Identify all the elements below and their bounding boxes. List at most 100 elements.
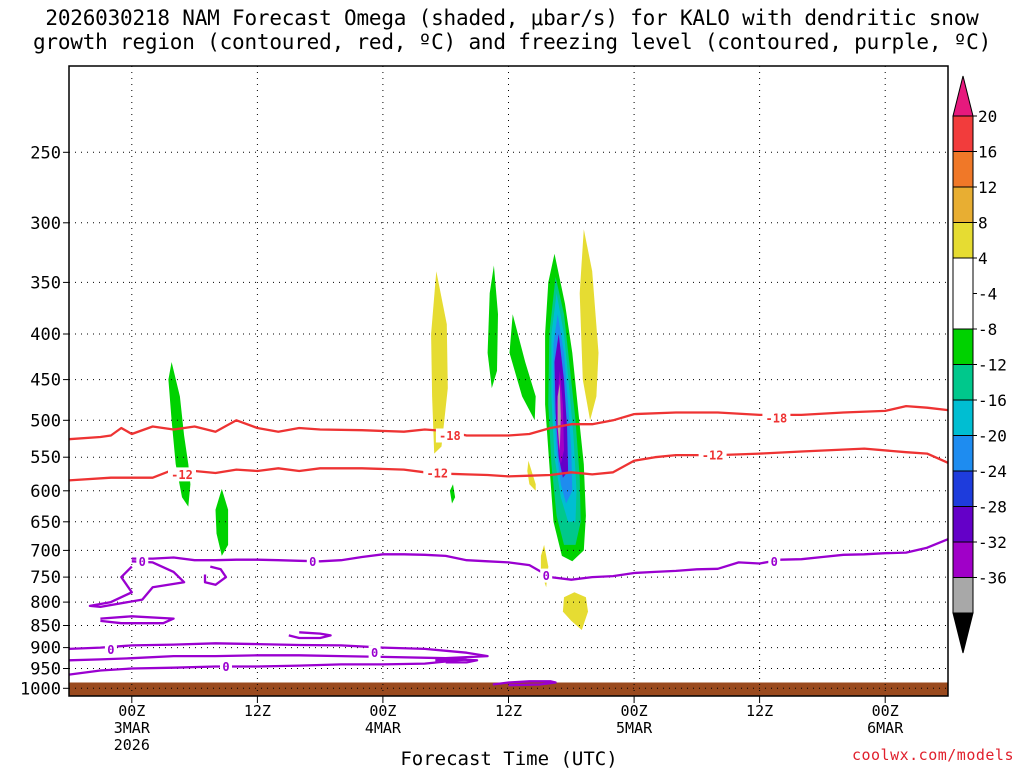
colorbar-segment: [952, 470, 974, 507]
x-tick-label: 6MAR: [867, 719, 904, 737]
colorbar-segment: [952, 506, 974, 543]
contours: [68, 404, 949, 687]
x-tick-label: 00Z: [872, 702, 899, 720]
colorbar: 20 16 12 8 4 -4 -8 -12 -16 -20 -24 -28 -32 -36: [952, 75, 1007, 654]
y-tick-label: 550: [30, 448, 61, 468]
freezing-level-label: 0: [107, 643, 114, 657]
colorbar-label: -24: [978, 462, 1007, 481]
y-tick-label: 700: [30, 541, 61, 561]
colorbar-bottom-arrow: [952, 612, 974, 654]
omega-area: [168, 362, 191, 507]
colorbar-segment: [952, 364, 974, 401]
y-tick-label: 750: [30, 568, 61, 588]
colorbar-label: -4: [978, 285, 997, 304]
freezing-level-label-bg: [768, 554, 781, 569]
freezing-level-label: 0: [371, 646, 378, 660]
y-tick-label: 800: [30, 593, 61, 613]
x-tick-label: 2026: [114, 736, 150, 754]
isotherm-label: -18: [439, 429, 461, 443]
omega-area: [431, 271, 448, 454]
y-tick-label: 600: [30, 482, 61, 502]
colorbar-segment: [952, 399, 974, 436]
x-tick-label: 00Z: [369, 702, 396, 720]
freezing-level-line: [88, 560, 186, 609]
terrain: [69, 682, 948, 696]
colorbar-segment: [952, 151, 974, 188]
terrain-fill: [69, 682, 948, 696]
x-axis-title: Forecast Time (UTC): [400, 748, 617, 768]
omega-area: [509, 314, 536, 421]
freezing-level-label: 0: [543, 569, 550, 583]
freezing-level-label-bg: [220, 659, 232, 674]
colorbar-segment: [952, 541, 974, 578]
freezing-level-label-bg: [104, 642, 117, 657]
x-tick-label: 12Z: [244, 702, 271, 720]
freezing-level-label: 0: [309, 555, 316, 569]
omega-area: [215, 488, 229, 556]
y-tick-label: 650: [30, 513, 61, 533]
x-tick-label: 3MAR: [114, 719, 151, 737]
y-tick-label: 1000: [20, 679, 61, 699]
omega-area: [487, 265, 498, 389]
isotherm-label: -12: [702, 449, 724, 463]
omega-shading: [168, 229, 599, 630]
colorbar-label: -36: [978, 569, 1007, 588]
freezing-level-label-bg: [540, 568, 553, 583]
freezing-level-label-bg: [368, 645, 381, 660]
freezing-level-line: [68, 658, 467, 676]
freezing-level-line: [435, 658, 479, 664]
y-tick-label: 250: [30, 143, 61, 163]
isotherm-label-bg: [168, 467, 196, 482]
colorbar-label: -12: [978, 356, 1007, 375]
freezing-level-label: 0: [222, 660, 229, 674]
freezing-level-label-bg: [306, 554, 319, 569]
y-tick-label: 350: [30, 273, 61, 293]
freezing-level-label: 0: [139, 555, 146, 569]
isotherm-line: [68, 404, 949, 441]
colorbar-segment: [952, 435, 974, 472]
gridlines: [69, 66, 948, 696]
colorbar-label: 12: [978, 178, 997, 197]
freezing-level-line: [100, 615, 175, 625]
colorbar-segment: [952, 577, 974, 614]
colorbar-segment: [952, 186, 974, 223]
colorbar-top-arrow: [952, 75, 974, 117]
y-tick-label: 950: [30, 660, 61, 680]
x-tick-label: 00Z: [621, 702, 648, 720]
colorbar-segment: [952, 257, 974, 330]
y-tick-label: 500: [30, 411, 61, 431]
isotherm-line: [68, 447, 949, 482]
colorbar-label: 4: [978, 249, 988, 268]
freezing-level-line: [288, 631, 332, 640]
freezing-level-line: [68, 642, 489, 662]
colorbar-label: -28: [978, 498, 1007, 517]
colorbar-label: -32: [978, 533, 1007, 552]
isotherm-label-bg: [698, 448, 727, 463]
y-tick-label: 400: [30, 325, 61, 345]
isotherm-label-bg: [423, 466, 452, 480]
y-tick-label: 300: [30, 214, 61, 234]
colorbar-label: 16: [978, 143, 997, 162]
x-tick-label: 12Z: [495, 702, 522, 720]
colorbar-segment: [952, 115, 974, 152]
freezing-level-line: [203, 565, 228, 586]
colorbar-segment: [952, 328, 974, 365]
omega-area: [579, 229, 599, 421]
colorbar-label: 8: [978, 214, 988, 233]
isotherm-label: -12: [426, 467, 448, 481]
x-tick-label: 00Z: [118, 702, 145, 720]
colorbar-label: -16: [978, 391, 1007, 410]
omega-area: [557, 383, 561, 451]
omega-area: [449, 484, 456, 504]
contour-labels: -18 -18 -12 -12 -12 0 0 0 0 0 0 0: [104, 411, 791, 674]
y-tick-label: 850: [30, 617, 61, 637]
plot-frame: [68, 65, 949, 697]
freezing-level-label: 0: [771, 555, 778, 569]
y-tick-label: 900: [30, 639, 61, 659]
isotherm-label: -12: [171, 468, 193, 482]
chart-title: 2026030218 NAM Forecast Omega (shaded, μ…: [0, 6, 1024, 54]
y-axis: 2503003504004505005506006507007508008509…: [20, 143, 69, 699]
isotherm-label-bg: [762, 411, 791, 425]
isotherm-label-bg: [435, 428, 464, 443]
